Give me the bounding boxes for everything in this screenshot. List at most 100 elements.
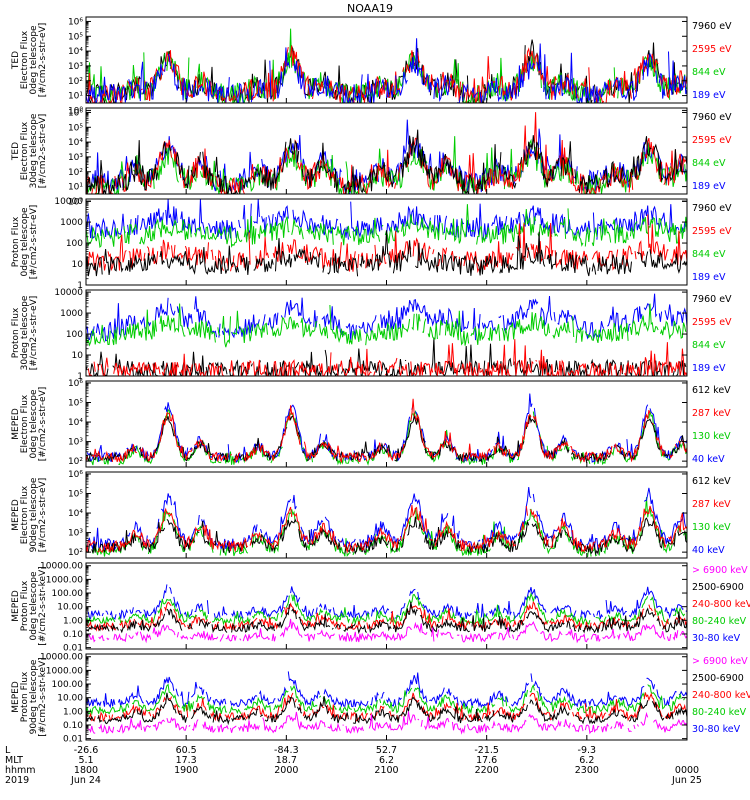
y-tick-label: 1000.00 xyxy=(46,666,83,676)
y-tick-label: 1000 xyxy=(60,218,83,228)
trace-240-800-kev xyxy=(86,601,687,632)
legend-entry: 2595 eV xyxy=(692,135,732,146)
y-tick-label: 10⁶ xyxy=(68,379,83,389)
legend-entry: 240-800 keV xyxy=(692,690,750,701)
y-tick-label: 10⁴ xyxy=(68,47,83,57)
y-axis-label: TEDElectron Flux0deg telescope[#/cm2-s-s… xyxy=(11,23,48,98)
y-tick-label: 10⁴ xyxy=(68,418,83,428)
legend-entry: 287 keV xyxy=(692,499,731,510)
legend-entry: 130 keV xyxy=(692,522,731,533)
legend-entry: 844 eV xyxy=(692,158,726,169)
legend-entry: 30-80 keV xyxy=(692,724,741,735)
y-tick-label: 10 xyxy=(72,351,84,361)
footer-tick-value: 5.1 xyxy=(78,755,93,766)
y-tick-label: 100.00 xyxy=(52,589,84,599)
trace-40-kev xyxy=(86,487,687,551)
footer-tick-value: -26.6 xyxy=(74,745,99,756)
trace-2595-ev xyxy=(87,339,687,376)
y-tick-label: 100.00 xyxy=(52,680,84,690)
y-tick-label: 0.01 xyxy=(63,735,83,745)
y-tick-label: 10² xyxy=(68,548,83,558)
legend-entry: 844 eV xyxy=(692,340,726,351)
footer-tick-value: 2000 xyxy=(274,765,298,776)
y-tick-label: 1 xyxy=(77,372,83,382)
y-tick-label: 10⁰ xyxy=(68,106,83,116)
trace-287-kev xyxy=(86,398,687,464)
legend-entry: 2595 eV xyxy=(692,317,732,328)
trace-287-kev xyxy=(86,504,687,554)
legend-entry: 80-240 keV xyxy=(692,616,747,627)
footer-tick-value: 6.2 xyxy=(379,755,394,766)
footer-tick-value: Jun 24 xyxy=(70,775,101,786)
legend-entry: 844 eV xyxy=(692,67,726,78)
y-tick-label: 10000 xyxy=(54,288,83,298)
legend-entry: 844 eV xyxy=(692,249,726,260)
legend-entry: 30-80 keV xyxy=(692,633,741,644)
y-tick-label: 1000 xyxy=(60,309,83,319)
legend-entry: > 6900 keV xyxy=(692,565,748,576)
panel-5: 10² 10³ 10⁴ 10⁵ 10⁶ MEPEDElectron Flux0deg te… xyxy=(11,379,731,468)
y-axis-label: TEDElectron Flux30deg telescope[#/cm2-s-… xyxy=(11,113,48,188)
legend-entry: 189 eV xyxy=(692,181,726,192)
legend-entry: 2595 eV xyxy=(692,44,732,55)
y-tick-label: 10⁴ xyxy=(68,138,83,148)
trace-30-80-kev xyxy=(86,671,687,709)
legend-entry: 2500-6900 xyxy=(692,673,744,684)
footer-row-label: MLT xyxy=(5,755,23,766)
y-axis-label: MEPEDProton Flux0deg telescope[#/cm2-s-s… xyxy=(11,566,48,645)
legend-entry: 612 keV xyxy=(692,476,731,487)
y-tick-label: 10³ xyxy=(68,438,83,448)
legend-entry: 40 keV xyxy=(692,454,725,465)
footer-tick-value: -21.5 xyxy=(474,745,499,756)
panel-1: 10⁰ 10¹ 10² 10³ 10⁴ 10⁵ 10⁶ TEDElectron Flux0de… xyxy=(11,16,732,116)
y-tick-label: 0.10 xyxy=(63,721,83,731)
y-tick-label: 10⁵ xyxy=(68,123,83,133)
panel-8: 0.01 0.10 1.00 10.00 100.00 1000.00 10000.00ME… xyxy=(11,653,750,745)
legend-entry: 612 keV xyxy=(692,385,731,396)
y-tick-label: 10² xyxy=(68,77,83,87)
panel-traces xyxy=(86,584,687,644)
trace-612-kev xyxy=(86,516,687,556)
y-tick-label: 100 xyxy=(66,330,83,340)
panel-traces xyxy=(86,28,687,103)
legend-entry: 130 keV xyxy=(692,431,731,442)
panel-3: 1 10 100 1000 10000 Proton Flux0deg telescope… xyxy=(11,197,732,291)
y-tick-label: 10⁶ xyxy=(68,108,83,118)
y-tick-label: 10³ xyxy=(68,529,83,539)
footer-tick-value: 17.6 xyxy=(476,755,497,766)
y-axis-label: MEPEDProton Flux90deg telescope[#/cm2-s-… xyxy=(11,657,48,736)
panel-6: 10² 10³ 10⁴ 10⁵ 10⁶ MEPEDElectron Flux90deg t… xyxy=(11,470,731,559)
panel-traces xyxy=(86,293,687,376)
footer-tick-value: Jun 25 xyxy=(671,775,702,786)
footer-tick-value: -84.3 xyxy=(274,745,299,756)
panels: 10⁰ 10¹ 10² 10³ 10⁴ 10⁵ 10⁶ TEDElectron Flux0de… xyxy=(11,16,750,745)
y-tick-label: 10³ xyxy=(68,62,83,72)
y-tick-label: 10⁵ xyxy=(68,490,83,500)
y-tick-label: 1000.00 xyxy=(46,575,83,585)
trace-844-ev xyxy=(86,303,687,348)
y-tick-label: 10¹ xyxy=(68,92,83,102)
panel-traces xyxy=(86,671,687,735)
footer-tick-value: 2100 xyxy=(374,765,398,776)
y-tick-label: 10000 xyxy=(54,197,83,207)
footer-tick-value: 1800 xyxy=(74,765,98,776)
legend-entry: 2595 eV xyxy=(692,226,732,237)
footer-tick-value: 0000 xyxy=(675,765,699,776)
panel-7: 0.01 0.10 1.00 10.00 100.00 1000.00 10000.00ME… xyxy=(11,562,750,654)
y-tick-label: 0.10 xyxy=(63,630,83,640)
y-tick-label: 1.00 xyxy=(63,707,83,717)
trace-30-80-kev xyxy=(87,584,687,620)
panel-traces xyxy=(86,199,687,277)
y-tick-label: 10000.00 xyxy=(40,562,83,572)
footer-tick-value: 60.5 xyxy=(176,745,197,756)
y-tick-label: 10⁵ xyxy=(68,399,83,409)
footer-tick-value: 52.7 xyxy=(376,745,397,756)
y-tick-label: 100 xyxy=(66,239,83,249)
y-tick-label: 10⁵ xyxy=(68,32,83,42)
legend-entry: 189 eV xyxy=(692,363,726,374)
footer-tick-value: 2200 xyxy=(475,765,499,776)
y-axis-label: Proton Flux30deg telescope[#/cm2-s-str-e… xyxy=(11,295,39,370)
panel-4: 1 10 100 1000 10000 Proton Flux30deg telescop… xyxy=(11,288,732,382)
legend-entry: 7960 eV xyxy=(692,112,732,123)
